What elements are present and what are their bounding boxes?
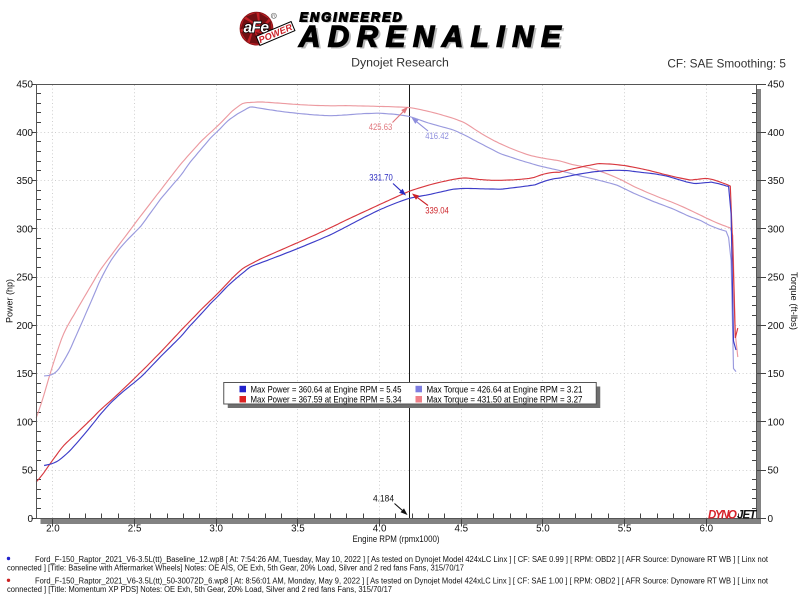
svg-text:CF: SAE Smoothing: 5: CF: SAE Smoothing: 5: [667, 57, 786, 71]
svg-text:ADRENALINE: ADRENALINE: [301, 23, 565, 56]
svg-text:Max Power = 360.64 at Engine R: Max Power = 360.64 at Engine RPM = 5.45: [251, 384, 402, 395]
svg-text:50: 50: [22, 466, 34, 477]
svg-text:400: 400: [768, 128, 785, 139]
svg-text:Torque (ft-lbs): Torque (ft-lbs): [789, 272, 799, 330]
svg-text:Max Torque = 426.64 at Engine: Max Torque = 426.64 at Engine RPM = 3.21: [427, 384, 583, 395]
svg-text:331.70: 331.70: [369, 173, 393, 184]
svg-text:450: 450: [768, 80, 785, 91]
svg-text:100: 100: [16, 417, 33, 428]
svg-text:connected ] [Title: Momentum X: connected ] [Title: Momentum XP PDS] Not…: [7, 585, 393, 594]
svg-text:Power (hp): Power (hp): [5, 279, 15, 323]
svg-text:250: 250: [768, 273, 785, 284]
svg-text:0: 0: [27, 514, 33, 525]
svg-text:300: 300: [16, 224, 33, 235]
svg-text:339.04: 339.04: [425, 206, 449, 217]
svg-text:4.184: 4.184: [373, 493, 394, 504]
svg-text:ADRENALINE: ADRENALINE: [298, 21, 562, 54]
svg-text:3.5: 3.5: [291, 524, 305, 535]
svg-text:400: 400: [16, 128, 33, 139]
svg-text:ENGINEERED: ENGINEERED: [300, 11, 403, 25]
svg-text:3.0: 3.0: [209, 524, 223, 535]
svg-text:5.0: 5.0: [536, 524, 550, 535]
svg-text:ENGINEERED: ENGINEERED: [301, 12, 404, 26]
svg-text:350: 350: [768, 176, 785, 187]
svg-text:aFe: aFe: [244, 19, 270, 36]
svg-text:416.42: 416.42: [425, 131, 449, 142]
svg-text:2.0: 2.0: [46, 524, 60, 535]
svg-text:Dynojet Research: Dynojet Research: [351, 56, 449, 70]
svg-text:250: 250: [16, 273, 33, 284]
svg-text:425.63: 425.63: [369, 122, 393, 133]
svg-text:200: 200: [768, 321, 785, 332]
svg-text:100: 100: [768, 417, 785, 428]
svg-text:50: 50: [768, 466, 780, 477]
svg-text:4.0: 4.0: [373, 524, 387, 535]
svg-text:450: 450: [16, 80, 33, 91]
svg-text:Max Power = 367.59 at Engine R: Max Power = 367.59 at Engine RPM = 5.34: [251, 395, 402, 406]
svg-text:350: 350: [16, 176, 33, 187]
svg-text:connected ] [Title: Baseline w: connected ] [Title: Baseline with Afterm…: [7, 563, 465, 572]
svg-text:JET: JET: [737, 509, 757, 521]
svg-text:300: 300: [768, 224, 785, 235]
svg-text:Max Torque = 431.50 at Engine: Max Torque = 431.50 at Engine RPM = 3.27: [427, 395, 583, 406]
svg-text:DYNO: DYNO: [708, 509, 737, 521]
svg-text:0: 0: [768, 514, 774, 525]
svg-text:Ford_F-150_Raptor_2021_V6-3.5L: Ford_F-150_Raptor_2021_V6-3.5L(tt)_Basel…: [35, 555, 769, 564]
svg-text:200: 200: [16, 321, 33, 332]
svg-text:Engine RPM (rpmx1000): Engine RPM (rpmx1000): [353, 534, 440, 544]
svg-text:150: 150: [768, 369, 785, 380]
svg-text:150: 150: [16, 369, 33, 380]
svg-text:R: R: [272, 14, 276, 20]
svg-text:6.0: 6.0: [699, 524, 713, 535]
svg-text:2.5: 2.5: [128, 524, 142, 535]
svg-text:5.5: 5.5: [618, 524, 632, 535]
svg-text:4.5: 4.5: [454, 524, 468, 535]
svg-text:Ford_F-150_Raptor_2021_V6-3.5L: Ford_F-150_Raptor_2021_V6-3.5L(tt)_50-30…: [35, 577, 769, 586]
